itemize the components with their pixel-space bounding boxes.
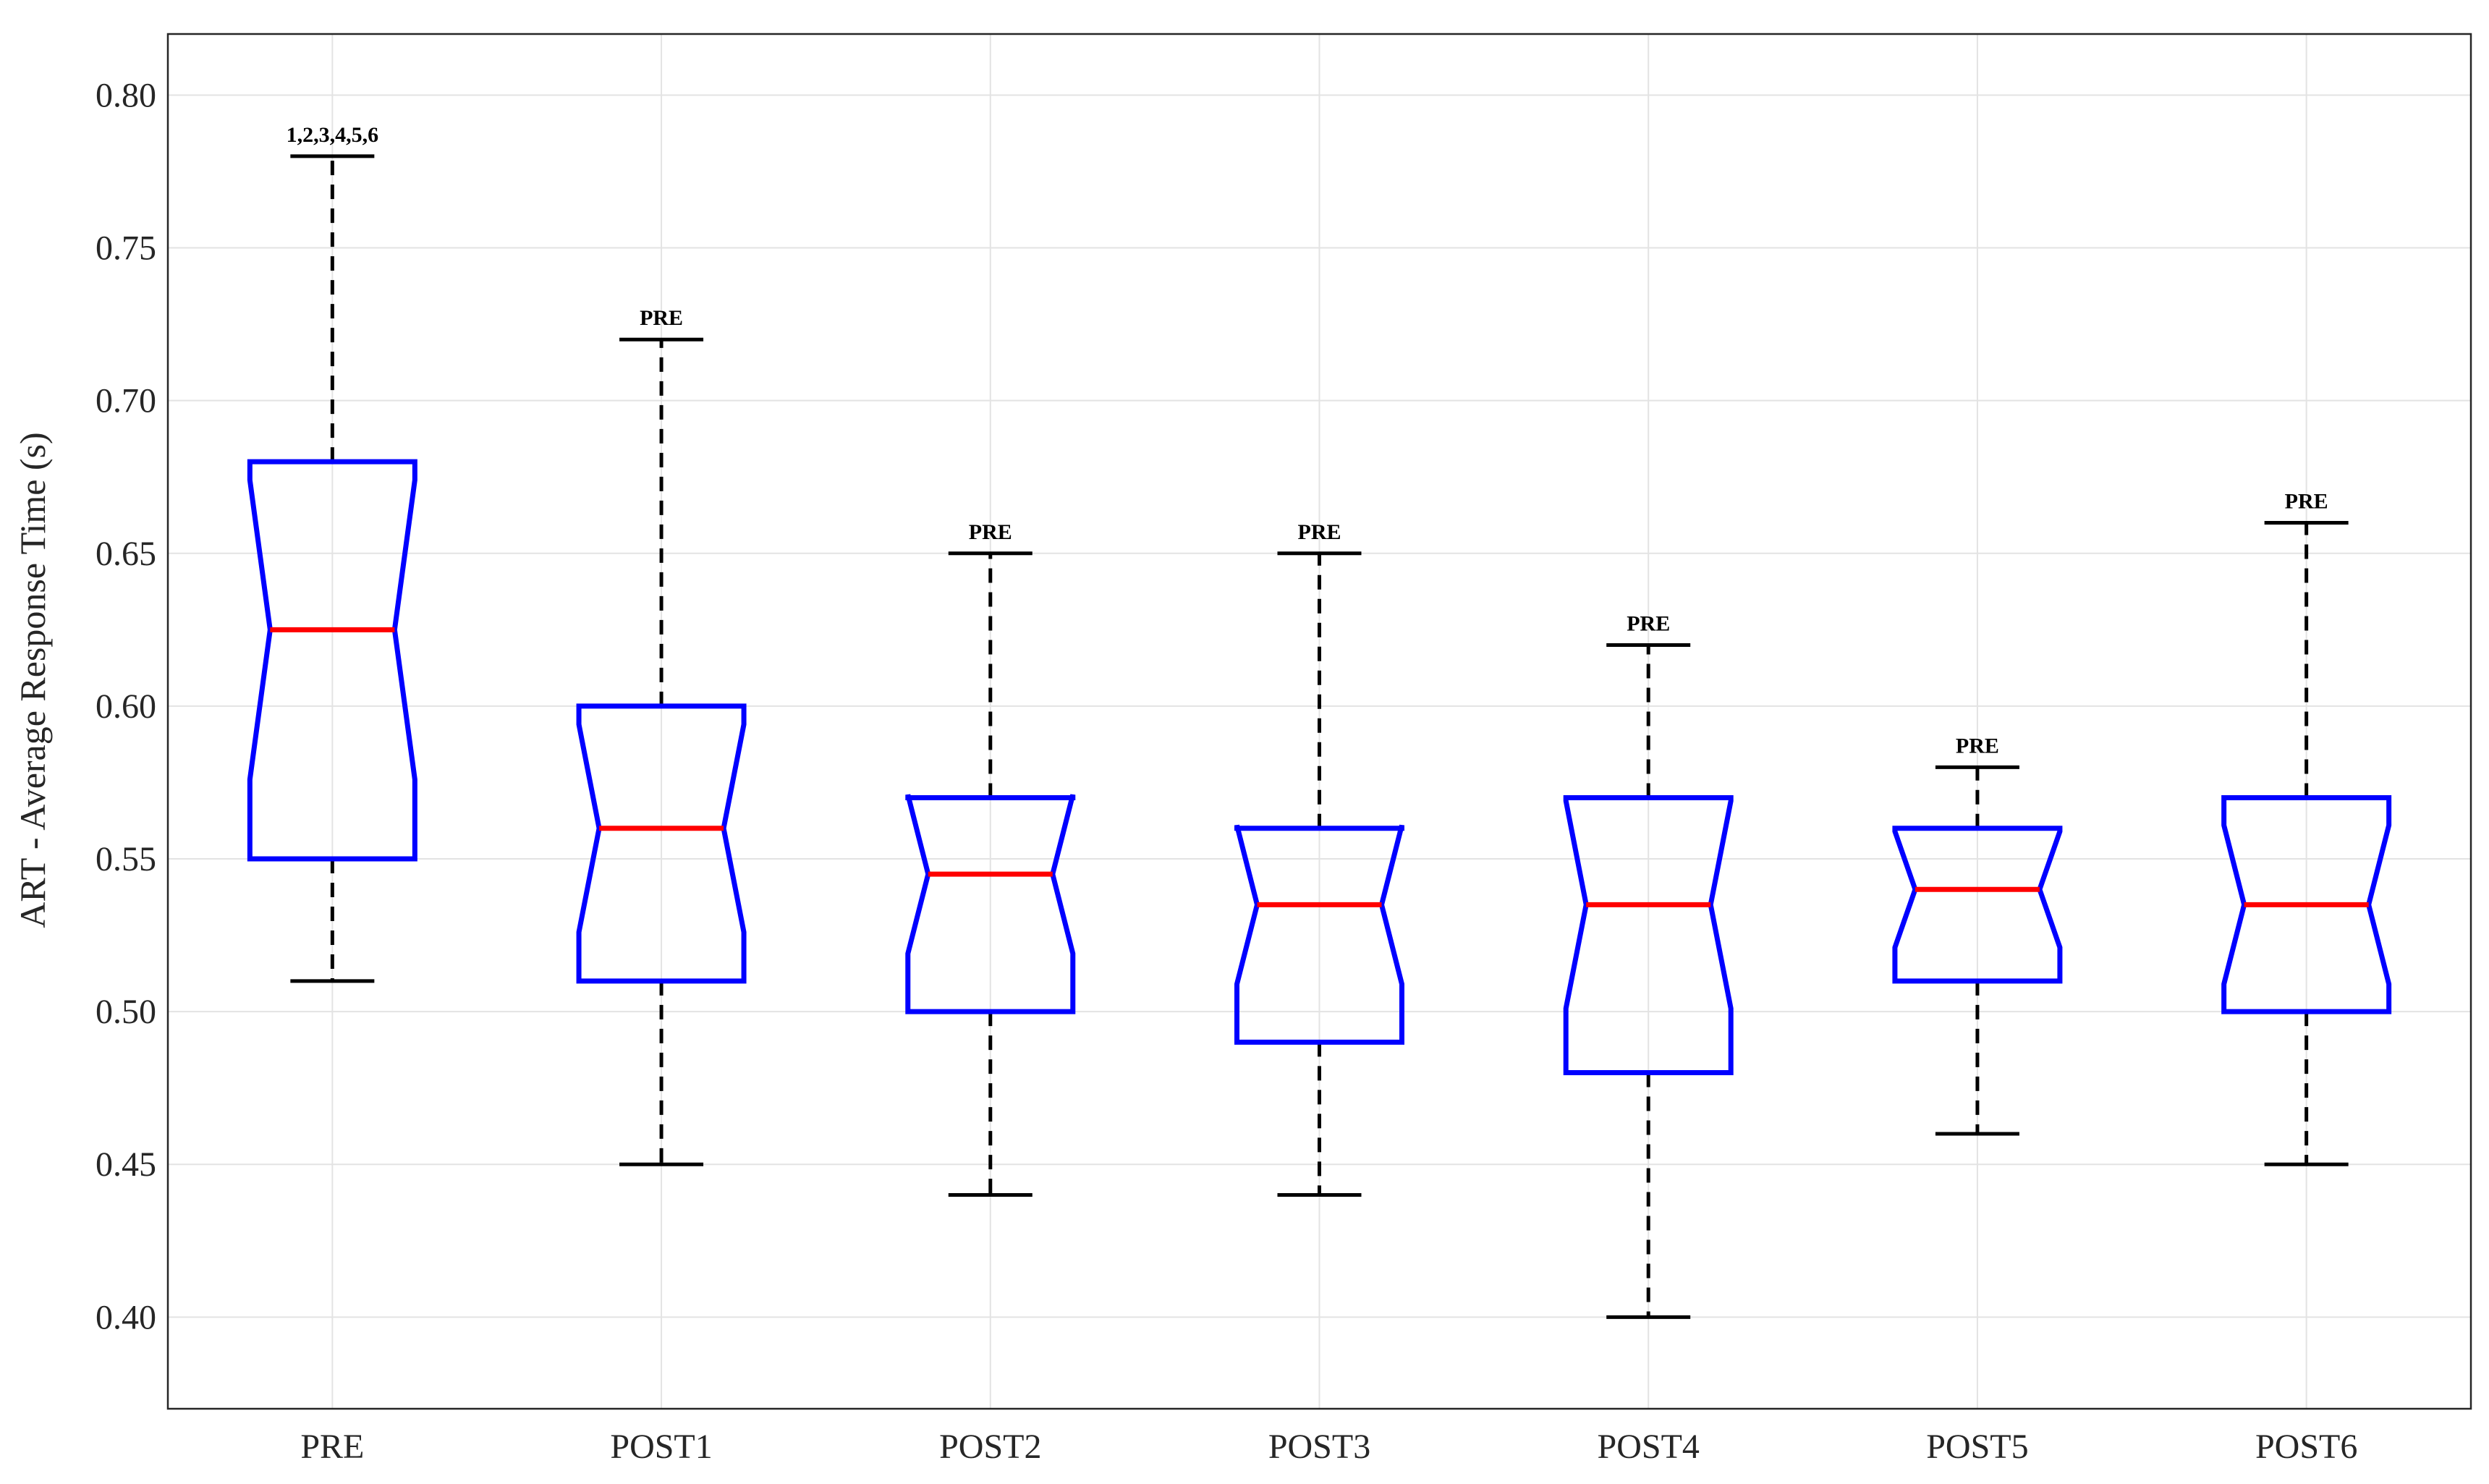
notched-box (1892, 826, 2063, 984)
box-post3: PRE (1234, 520, 1404, 1197)
y-tick-label: 0.65 (96, 535, 156, 573)
box-post6: PRE (2221, 490, 2392, 1166)
notched-box (2221, 795, 2392, 1014)
notched-box (1563, 795, 1734, 1076)
box-post2: PRE (905, 520, 1076, 1197)
significance-label: 1,2,3,4,5,6 (287, 123, 379, 147)
y-tick-label: 0.55 (96, 840, 156, 878)
boxes: 1,2,3,4,5,6 PRE PRE PRE PRE PRE PRE (247, 123, 2392, 1319)
box-post1: PRE (576, 306, 747, 1166)
y-tick-label: 0.40 (96, 1298, 156, 1336)
significance-label: PRE (969, 520, 1012, 544)
x-tick-label: POST6 (2255, 1428, 2357, 1466)
significance-label: PRE (1627, 611, 1670, 635)
x-tick-labels: PRE POST1 POST2 POST3 POST4 POST5 POST6 (300, 1428, 2357, 1466)
notched-box (576, 703, 747, 984)
box-pre: 1,2,3,4,5,6 (247, 123, 417, 983)
x-tick-label: PRE (300, 1428, 364, 1466)
y-tick-label: 0.50 (96, 993, 156, 1031)
notched-box (1234, 824, 1404, 1045)
y-axis-title: ART - Average Response Time (s) (12, 432, 53, 928)
box-post4: PRE (1563, 611, 1734, 1319)
x-tick-label: POST5 (1926, 1428, 2028, 1466)
x-tick-label: POST4 (1598, 1428, 1700, 1466)
significance-label: PRE (640, 306, 683, 330)
y-tick-labels: 0.40 0.45 0.50 0.55 0.60 0.65 0.70 0.75 0.80 (96, 76, 156, 1336)
significance-label: PRE (1298, 520, 1341, 544)
notched-box (247, 459, 417, 862)
y-tick-label: 0.70 (96, 382, 156, 420)
y-tick-label: 0.75 (96, 229, 156, 268)
y-tick-label: 0.80 (96, 76, 156, 114)
x-tick-label: POST2 (939, 1428, 1041, 1466)
notched-box (905, 794, 1076, 1014)
significance-label: PRE (1956, 734, 1999, 758)
x-tick-label: POST3 (1268, 1428, 1370, 1466)
box-post5: PRE (1892, 734, 2063, 1136)
significance-label: PRE (2285, 490, 2328, 514)
y-tick-label: 0.60 (96, 687, 156, 726)
y-tick-label: 0.45 (96, 1145, 156, 1184)
x-tick-label: POST1 (610, 1428, 712, 1466)
plot-frame (166, 33, 2472, 1410)
